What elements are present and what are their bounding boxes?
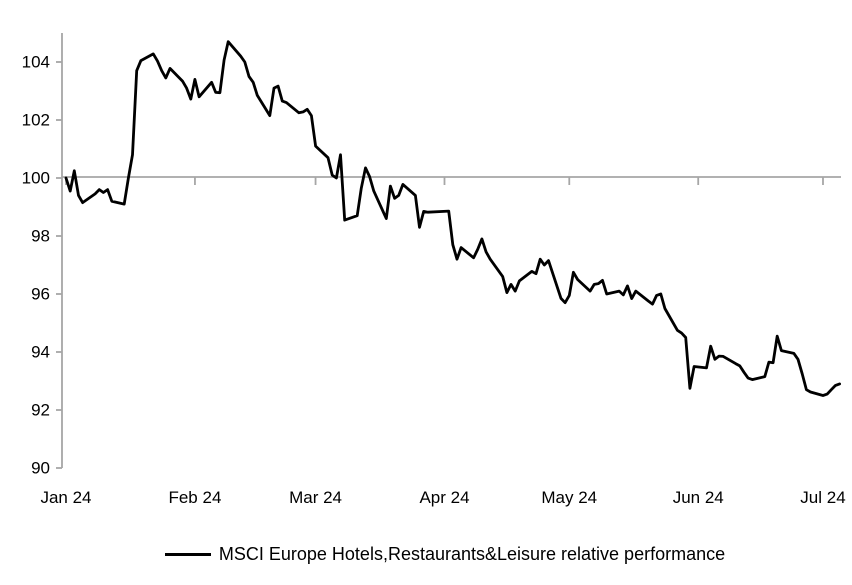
y-tick-label: 104 xyxy=(22,53,50,72)
y-tick-label: 100 xyxy=(22,169,50,188)
x-tick-label: Apr 24 xyxy=(419,488,469,507)
y-tick-label: 102 xyxy=(22,111,50,130)
legend-label: MSCI Europe Hotels,Restaurants&Leisure r… xyxy=(218,543,726,564)
legend-line-marker xyxy=(164,552,211,556)
y-tick-label: 98 xyxy=(31,227,50,246)
x-tick-label: Jun 24 xyxy=(673,488,724,507)
series-group xyxy=(64,40,841,397)
x-tick-label: May 24 xyxy=(541,488,597,507)
x-tick-label: Jan 24 xyxy=(40,488,91,507)
x-tick-label: Feb 24 xyxy=(168,488,221,507)
y-tick-label: 90 xyxy=(31,459,50,478)
x-tick-label: Mar 24 xyxy=(289,488,342,507)
legend: MSCI Europe Hotels,Restaurants&Leisure r… xyxy=(38,543,852,565)
x-axis: Jan 24 Feb 24 Mar 24 Apr 24 May 24 Jun 24 Jul … xyxy=(40,176,846,507)
y-tick-label: 96 xyxy=(31,285,50,304)
y-axis: 90 92 94 96 98 100 102 104 xyxy=(22,33,63,478)
y-tick-label: 94 xyxy=(31,343,50,362)
x-tick-label: Jul 24 xyxy=(800,488,845,507)
series-line xyxy=(64,40,841,397)
y-tick-label: 92 xyxy=(31,401,50,420)
